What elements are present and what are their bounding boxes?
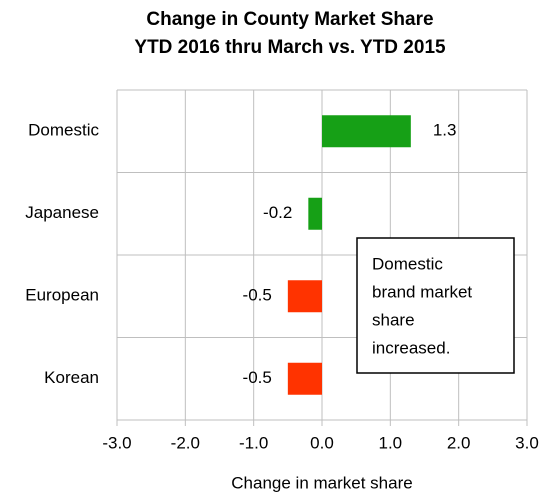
x-tick-label: -2.0 — [171, 433, 200, 452]
bar — [287, 362, 322, 395]
bar — [322, 115, 411, 148]
y-tick-label: Japanese — [25, 203, 99, 222]
data-label: 1.3 — [433, 121, 457, 140]
bar — [308, 197, 322, 230]
bar — [287, 280, 322, 313]
data-label: -0.2 — [263, 203, 292, 222]
x-tick-label: 1.0 — [379, 433, 403, 452]
x-tick-label: 0.0 — [310, 433, 334, 452]
x-tick-label: -1.0 — [239, 433, 268, 452]
chart-subtitle: YTD 2016 thru March vs. YTD 2015 — [134, 37, 446, 58]
x-axis-label: Change in market share — [231, 473, 412, 492]
annotation-text: brand market — [372, 282, 472, 301]
x-tick-label: 3.0 — [515, 433, 539, 452]
y-tick-label: Domestic — [28, 121, 99, 140]
y-tick-label: Korean — [44, 368, 99, 387]
x-tick-label: -3.0 — [102, 433, 131, 452]
annotation-text: share — [372, 310, 415, 329]
data-label: -0.5 — [243, 368, 272, 387]
annotation-box — [356, 237, 515, 374]
chart-title: Change in County Market Share — [146, 9, 433, 30]
data-label: -0.5 — [243, 286, 272, 305]
annotation-text: Domestic — [372, 254, 443, 273]
x-tick-label: 2.0 — [447, 433, 471, 452]
y-tick-label: European — [25, 286, 99, 305]
annotation-text: increased. — [372, 338, 450, 357]
